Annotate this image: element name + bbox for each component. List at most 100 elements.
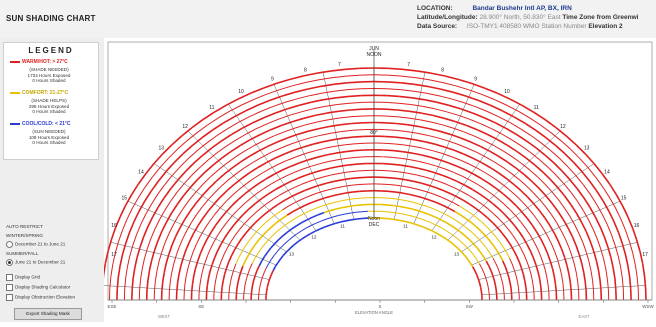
sun-path-segment	[397, 220, 403, 221]
sun-path-segment	[353, 136, 363, 137]
sun-path-segment	[343, 137, 353, 138]
sun-path-segment	[525, 281, 526, 287]
grid-toggle[interactable]: Display Grid	[6, 274, 40, 281]
sun-path-segment	[348, 206, 354, 207]
hour-label-right: 11	[534, 105, 539, 111]
export-button[interactable]: Export Shading Mask	[14, 308, 82, 320]
sun-path-segment	[207, 279, 208, 286]
sun-path-segment	[222, 281, 223, 287]
elevation-label: Elevation 2	[588, 23, 622, 30]
summer-radio[interactable]	[6, 259, 13, 266]
obstruction-checkbox[interactable]	[6, 294, 13, 301]
sun-path-segment	[352, 123, 363, 124]
hour-label-left: 9	[271, 77, 274, 83]
hour-label-right: 7	[407, 62, 410, 68]
sun-path-segment	[496, 290, 497, 295]
legend-panel: LEGEND WARM/HOT: > 27°C (SHADE NEEDED) 1…	[3, 42, 99, 160]
location-value: Bandar Bushehr Intl AP, BX, IRN	[472, 5, 571, 12]
location-label: LOCATION:	[417, 5, 453, 12]
sun-path-segment	[353, 130, 364, 131]
sun-path-segment	[352, 219, 358, 220]
hour-label-left: 13	[159, 146, 165, 152]
sun-path-segment	[267, 287, 268, 291]
sun-path-segment	[511, 289, 512, 295]
inner-hour-right: 13	[454, 251, 460, 256]
sun-path-segment	[388, 82, 401, 83]
auto-restrict-label: AUTO RESTRICT	[6, 224, 43, 229]
sun-path-segment	[645, 276, 646, 288]
sidebar: LEGEND WARM/HOT: > 27°C (SHADE NEEDED) 1…	[0, 38, 105, 322]
hour-label-left: 15	[122, 196, 128, 202]
sun-path-segment	[357, 218, 363, 219]
sun-path-segment	[519, 288, 520, 294]
sun-path-segment	[342, 207, 348, 208]
sun-path-segment	[352, 191, 359, 192]
hour-label-right: 8	[441, 67, 444, 73]
sun-path-segment	[388, 191, 395, 192]
hour-label-left: 11	[209, 105, 214, 111]
hour-label-right: 16	[634, 223, 640, 229]
sun-path-segment	[630, 277, 631, 288]
app-title: SUN SHADING CHART	[6, 14, 96, 23]
sun-path-segment	[132, 279, 133, 290]
obstruction-toggle[interactable]: Display Obstruction Elevation	[6, 294, 75, 301]
sun-path-segment	[556, 284, 557, 292]
legend-comfort: COMFORT: 21-27°C	[10, 90, 68, 96]
sun-path-segment	[162, 282, 163, 291]
sun-path-segment	[117, 277, 118, 288]
sun-path-segment	[214, 286, 215, 293]
top-label-noon: NOON	[367, 52, 382, 58]
sun-path-segment	[386, 212, 392, 213]
corner-left-label: WEST	[158, 314, 171, 319]
sun-path-segment	[533, 286, 534, 293]
sun-path-segment	[388, 68, 402, 69]
hour-label-left: 17	[111, 252, 117, 258]
sun-path-segment	[585, 282, 586, 291]
sun-path-segment	[356, 157, 365, 158]
sun-path-segment	[540, 279, 541, 286]
sun-path-segment	[388, 198, 395, 199]
sun-path-segment	[541, 286, 542, 293]
sun-path-segment	[357, 171, 365, 172]
sun-path-segment	[356, 212, 362, 213]
hour-label-right: 12	[560, 124, 566, 130]
hour-label-left: 7	[338, 62, 341, 68]
sun-path-segment	[351, 116, 363, 117]
grid-checkbox[interactable]	[6, 274, 13, 281]
sun-path-segment	[396, 192, 403, 193]
sun-path-segment	[387, 96, 400, 97]
sun-path-segment	[384, 136, 394, 137]
summer-fall-label: SUMMER/FALL	[6, 251, 38, 256]
sun-path-segment	[384, 150, 394, 151]
sun-path-segment	[481, 291, 482, 295]
inner-hour-left: 11	[340, 224, 345, 229]
inner-hour-left: 13	[289, 251, 295, 256]
sun-path-segment	[147, 280, 148, 290]
masking-checkbox[interactable]	[6, 284, 13, 291]
center-value: 80°	[370, 130, 378, 136]
hour-label-right: 13	[584, 146, 590, 152]
sun-path-segment	[480, 283, 481, 287]
hour-label-left: 10	[238, 89, 244, 95]
comfort-details: (SHADE HELPS) 295 Hours Exposed 0 Hours …	[24, 98, 74, 115]
sun-path-segment	[229, 288, 230, 294]
masking-toggle[interactable]: Display Shading Calculator	[6, 284, 70, 291]
sun-path-segment	[354, 143, 364, 144]
sun-path-segment	[354, 198, 361, 199]
sun-path-segment	[104, 264, 105, 276]
hour-label-right: 15	[621, 196, 627, 202]
timezone-label: Time Zone from Greenwi	[562, 14, 638, 21]
hour-label-right: 10	[504, 89, 510, 95]
winter-radio[interactable]	[6, 241, 13, 248]
x-axis-title: ELEVATION ANGLE	[355, 310, 393, 315]
sun-path-segment	[244, 289, 245, 294]
summer-option[interactable]: June 21 to December 21	[6, 259, 65, 266]
sun-path-segment	[237, 283, 238, 289]
sun-path-segment	[358, 177, 366, 178]
sun-path-segment	[390, 178, 398, 179]
sun-path-segment	[236, 289, 237, 295]
winter-option[interactable]: December 21 to June 21	[6, 241, 65, 248]
datasource-value: ISO-TMY1 408580 WMO Station Number	[467, 23, 587, 30]
sun-path-segment	[393, 151, 403, 152]
